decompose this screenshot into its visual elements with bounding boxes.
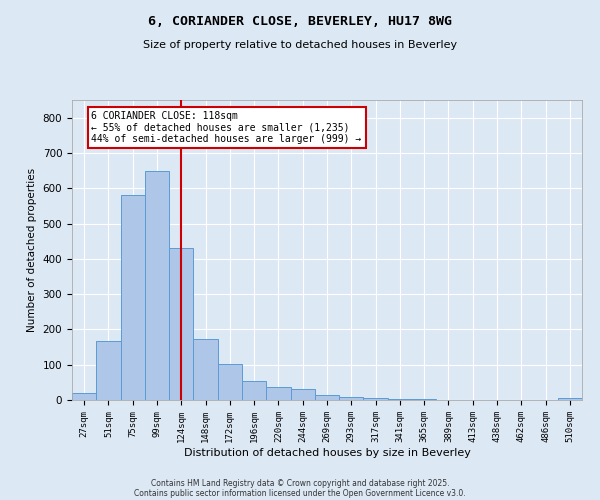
Bar bbox=[290, 390, 315, 400]
Bar bbox=[558, 398, 582, 400]
Bar bbox=[72, 393, 96, 400]
Bar bbox=[388, 399, 412, 400]
Bar bbox=[218, 364, 242, 400]
Text: 6 CORIANDER CLOSE: 118sqm
← 55% of detached houses are smaller (1,235)
44% of se: 6 CORIANDER CLOSE: 118sqm ← 55% of detac… bbox=[91, 110, 362, 144]
Bar bbox=[315, 394, 339, 400]
Bar bbox=[266, 386, 290, 400]
Text: Size of property relative to detached houses in Beverley: Size of property relative to detached ho… bbox=[143, 40, 457, 50]
Bar bbox=[169, 248, 193, 400]
Text: 6, CORIANDER CLOSE, BEVERLEY, HU17 8WG: 6, CORIANDER CLOSE, BEVERLEY, HU17 8WG bbox=[148, 15, 452, 28]
Text: Contains public sector information licensed under the Open Government Licence v3: Contains public sector information licen… bbox=[134, 488, 466, 498]
Bar bbox=[339, 397, 364, 400]
Bar bbox=[145, 172, 169, 400]
Bar bbox=[364, 398, 388, 400]
Bar bbox=[242, 380, 266, 400]
Text: Contains HM Land Registry data © Crown copyright and database right 2025.: Contains HM Land Registry data © Crown c… bbox=[151, 478, 449, 488]
Bar bbox=[121, 195, 145, 400]
Bar bbox=[96, 341, 121, 400]
Bar bbox=[193, 340, 218, 400]
X-axis label: Distribution of detached houses by size in Beverley: Distribution of detached houses by size … bbox=[184, 448, 470, 458]
Y-axis label: Number of detached properties: Number of detached properties bbox=[27, 168, 37, 332]
